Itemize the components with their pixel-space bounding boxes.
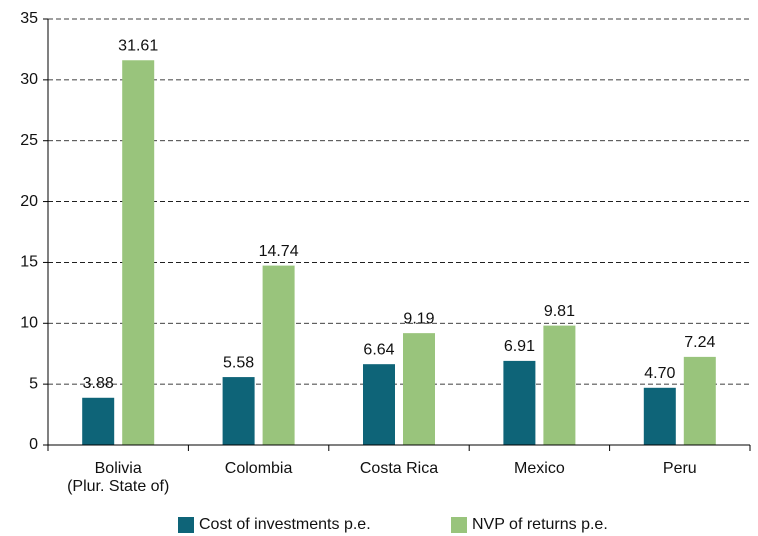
y-tick-label: 30 [20,71,38,88]
bar [82,397,115,445]
value-label: 9.19 [403,310,434,327]
y-tick-label: 35 [20,10,38,27]
bar [363,364,395,445]
value-label: 9.81 [544,303,575,320]
value-label: 5.58 [223,354,254,371]
value-label: 14.74 [259,243,299,260]
value-label: 7.24 [684,334,715,351]
x-tick-label: Peru [663,460,697,477]
bar [543,325,576,445]
bar [262,265,295,445]
y-tick-label: 20 [20,193,38,210]
value-label: 6.64 [363,341,394,358]
bar [122,60,155,446]
y-tick-label: 25 [20,132,38,149]
legend-swatch [178,517,194,533]
value-label: 3.88 [83,375,114,392]
value-label: 31.61 [118,37,158,54]
value-label: 4.70 [644,365,675,382]
y-tick-label: 15 [20,254,38,271]
bar [222,377,255,445]
y-tick-label: 0 [29,436,38,453]
value-label: 6.91 [504,338,535,355]
legend-swatch [451,517,467,533]
y-tick-label: 10 [20,315,38,332]
bar [503,360,536,445]
legend-label: NVP of returns p.e. [472,516,608,533]
bar [643,387,676,445]
x-tick-label: Costa Rica [360,460,438,477]
bar [683,356,716,445]
x-tick-label-line: (Plur. State of) [67,478,169,495]
bar [403,333,435,445]
x-tick-label: Colombia [225,460,293,477]
x-tick-label-line: Bolivia [95,460,142,477]
x-tick-label: Mexico [514,460,565,477]
x-tick-label: Bolivia (Plur. State of) [67,460,169,495]
legend-label: Cost of investments p.e. [199,516,371,533]
y-tick-label: 5 [29,375,38,392]
